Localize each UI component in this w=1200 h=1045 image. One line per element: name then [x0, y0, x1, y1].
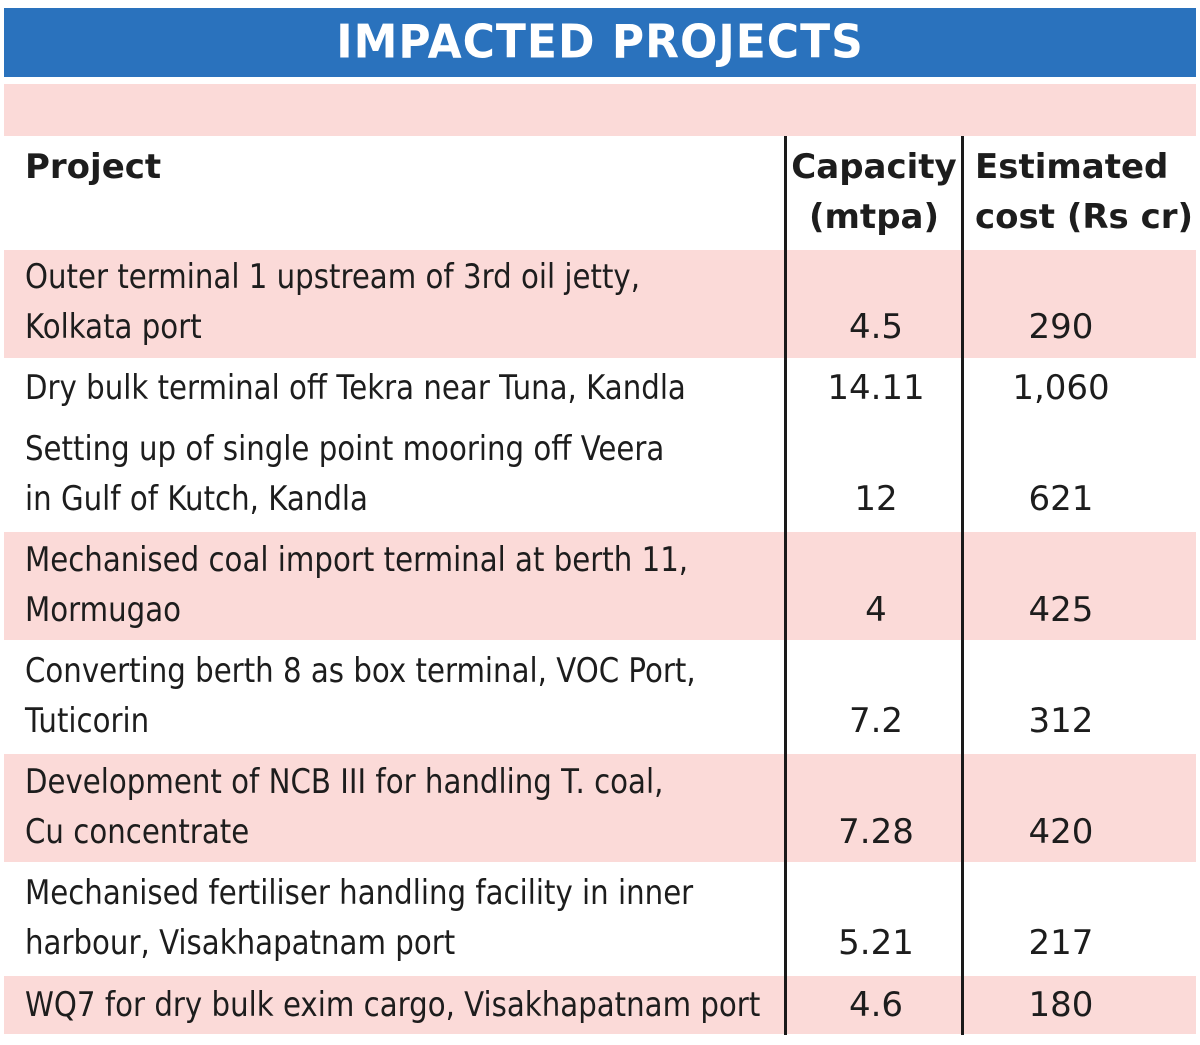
- row-shade-1: [4, 250, 1196, 358]
- column-divider-1: [784, 136, 787, 1035]
- cost-cell: 312: [1028, 701, 1094, 741]
- header-capacity-line1: Capacity: [791, 147, 957, 187]
- row-shade-4: [4, 532, 1196, 640]
- cost-cell: 290: [1028, 307, 1094, 347]
- project-cell: Development of NCB III for handling T. c…: [25, 762, 664, 802]
- capacity-cell: 5.21: [838, 923, 914, 963]
- header-cost-line2: cost (Rs cr): [975, 197, 1194, 237]
- row-shade-8: [4, 976, 1196, 1034]
- cost-cell: 180: [1028, 985, 1094, 1025]
- project-cell-line2: harbour, Visakhapatnam port: [25, 923, 456, 963]
- table-title: IMPACTED PROJECTS: [336, 15, 864, 70]
- cost-cell: 217: [1028, 923, 1094, 963]
- header-project: Project: [25, 147, 162, 187]
- title-bar: IMPACTED PROJECTS: [4, 8, 1196, 77]
- row-shade-6: [4, 754, 1196, 862]
- project-cell-line2: in Gulf of Kutch, Kandla: [25, 479, 368, 519]
- header-accent-strip: [4, 84, 1196, 136]
- capacity-cell: 4.5: [848, 307, 904, 347]
- cost-cell: 1,060: [1012, 368, 1110, 408]
- cost-cell: 425: [1028, 590, 1094, 630]
- capacity-cell: 7.28: [838, 812, 914, 852]
- cost-cell: 621: [1028, 479, 1094, 519]
- header-capacity-line2: (mtpa): [808, 197, 940, 237]
- project-cell: Setting up of single point mooring off V…: [25, 429, 665, 469]
- cost-cell: 420: [1028, 812, 1094, 852]
- project-cell: WQ7 for dry bulk exim cargo, Visakhapatn…: [25, 985, 761, 1025]
- project-cell: Mechanised coal import terminal at berth…: [25, 540, 689, 580]
- header-cost-line1: Estimated: [975, 147, 1169, 187]
- project-cell: Converting berth 8 as box terminal, VOC …: [25, 651, 696, 691]
- capacity-cell: 4.6: [848, 985, 904, 1025]
- project-cell-line2: Tuticorin: [25, 701, 150, 741]
- capacity-cell: 14.11: [827, 368, 925, 408]
- capacity-cell: 7.2: [848, 701, 904, 741]
- project-cell-line2: Kolkata port: [25, 307, 202, 347]
- capacity-cell: 12: [854, 479, 898, 519]
- project-cell: Dry bulk terminal off Tekra near Tuna, K…: [25, 368, 686, 408]
- column-divider-2: [961, 136, 964, 1035]
- project-cell-line2: Mormugao: [25, 590, 182, 630]
- capacity-cell: 4: [865, 590, 887, 630]
- project-cell-line2: Cu concentrate: [25, 812, 250, 852]
- project-cell: Mechanised fertiliser handling facility …: [25, 873, 694, 913]
- project-cell: Outer terminal 1 upstream of 3rd oil jet…: [25, 257, 641, 297]
